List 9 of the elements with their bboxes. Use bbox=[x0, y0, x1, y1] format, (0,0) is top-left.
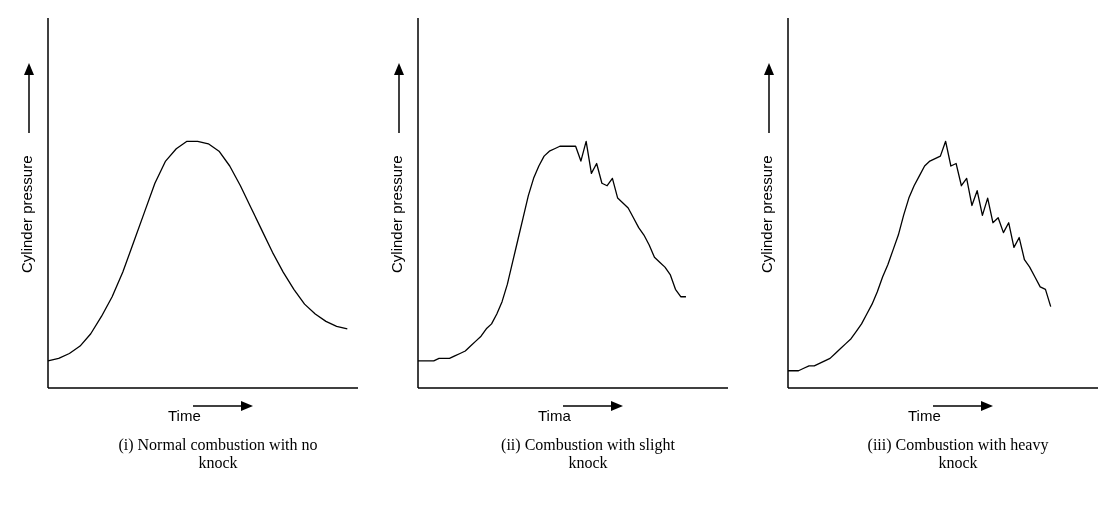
x-axis-title: Time bbox=[908, 407, 941, 424]
text: (ii) Combustion with slight knock bbox=[500, 436, 676, 472]
text: (iii) Combustion with heavy knock bbox=[866, 436, 1050, 472]
x-axis-title: Time bbox=[168, 407, 201, 424]
y-axis-title: Cylinder pressure bbox=[18, 155, 36, 273]
y-axis-title: Cylinder pressure bbox=[758, 155, 776, 273]
x-axis-title: Tima bbox=[538, 407, 572, 424]
text: (i) Normal combustion with no knock bbox=[118, 436, 318, 472]
y-axis-title: Cylinder pressure bbox=[388, 155, 406, 273]
